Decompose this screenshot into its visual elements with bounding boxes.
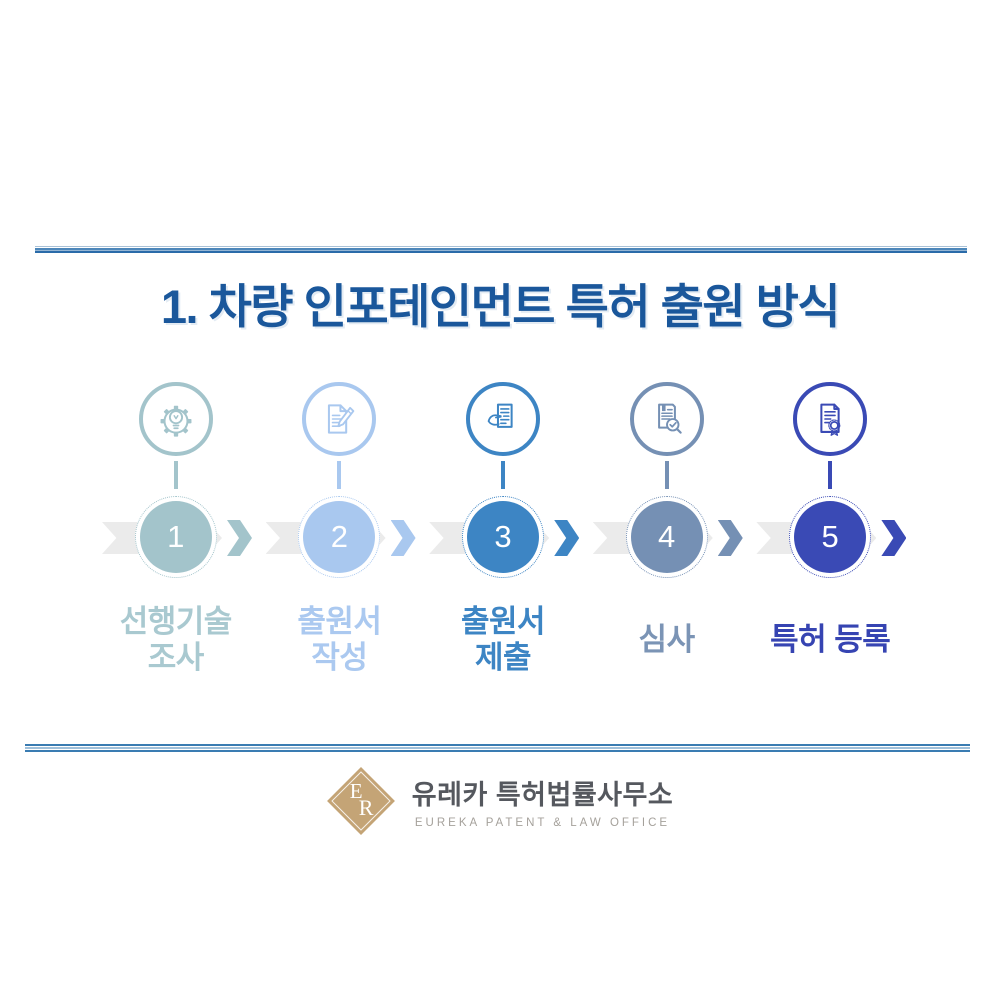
certificate-seal-icon bbox=[793, 382, 868, 456]
page-title: 1. 차량 인포테인먼트 특허 출원 방식 bbox=[160, 280, 841, 333]
eureka-diamond-logo: E R bbox=[326, 767, 395, 835]
step-number-ring: 2 bbox=[298, 496, 381, 578]
monogram-letter-e: E bbox=[349, 779, 363, 803]
step-number: 3 bbox=[466, 501, 539, 573]
examination-magnifier-icon bbox=[629, 382, 704, 456]
connector-line bbox=[500, 461, 505, 489]
idea-gear-icon bbox=[138, 382, 213, 456]
step-prior-art-search: 1 선행기술 조사 bbox=[94, 382, 258, 678]
step-label: 출원서 제출 bbox=[460, 604, 546, 675]
step-draft-application: 2 출원서 작성 bbox=[258, 382, 422, 678]
step-label: 선행기술 조사 bbox=[119, 604, 233, 675]
step-number-ring: 5 bbox=[789, 496, 872, 578]
step-marker-row: 3 bbox=[421, 496, 585, 580]
monogram-letter-r: R bbox=[358, 795, 374, 820]
chevron-arrow bbox=[554, 520, 580, 556]
step-number: 4 bbox=[630, 501, 703, 573]
office-name-korean: 유레카 특허법률사무소 bbox=[411, 780, 674, 810]
step-number-ring: 4 bbox=[625, 496, 708, 578]
connector-line bbox=[337, 461, 342, 489]
chevron-arrow bbox=[717, 520, 743, 556]
step-examination: 4 심사 bbox=[585, 382, 749, 678]
step-label: 특허 등록 bbox=[770, 622, 891, 658]
step-number-ring: 1 bbox=[134, 496, 217, 578]
bottom-divider-line bbox=[25, 744, 970, 752]
step-marker-row: 1 bbox=[94, 496, 258, 580]
step-marker-row: 2 bbox=[258, 496, 422, 580]
step-label: 심사 bbox=[638, 622, 696, 658]
chevron-arrow bbox=[390, 520, 416, 556]
connector-line bbox=[828, 461, 833, 489]
step-marker-row: 4 bbox=[585, 496, 749, 580]
footer-text: 유레카 특허법률사무소 EUREKA PATENT & LAW OFFICE bbox=[412, 773, 673, 829]
process-steps: 1 선행기술 조사 bbox=[94, 382, 912, 678]
step-submit-application: 3 출원서 제출 bbox=[421, 382, 585, 678]
step-patent-registration: 5 특허 등록 bbox=[748, 382, 912, 678]
chevron-arrow bbox=[881, 520, 907, 556]
top-divider-line bbox=[35, 246, 967, 253]
write-document-icon bbox=[302, 382, 377, 456]
office-name-english: EUREKA PATENT & LAW OFFICE bbox=[414, 817, 671, 829]
step-number-ring: 3 bbox=[461, 496, 544, 578]
step-number: 2 bbox=[303, 501, 376, 573]
footer-logo: E R 유레카 특허법률사무소 EUREKA PATENT & LAW OFFI… bbox=[0, 767, 1000, 835]
chevron-arrow bbox=[227, 520, 252, 556]
step-number: 1 bbox=[139, 501, 212, 573]
submit-document-icon bbox=[465, 382, 540, 456]
connector-line bbox=[173, 461, 178, 489]
step-number: 5 bbox=[794, 501, 867, 573]
step-marker-row: 5 bbox=[748, 496, 912, 580]
connector-line bbox=[664, 461, 669, 489]
step-label: 출원서 작성 bbox=[297, 604, 382, 675]
